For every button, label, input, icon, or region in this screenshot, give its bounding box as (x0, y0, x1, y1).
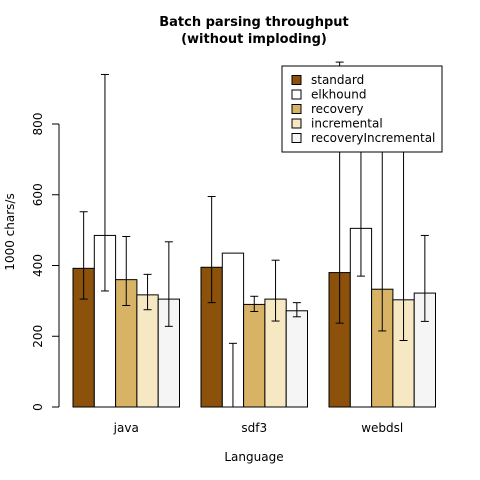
y-tick-label: 800 (31, 113, 45, 136)
x-tick-label: webdsl (361, 421, 403, 435)
error-bar-recoveryIncremental-webdsl (420, 234, 429, 322)
legend-swatch-incremental (291, 118, 302, 129)
bars (72, 227, 437, 408)
legend-label-standard: standard (311, 73, 364, 87)
bar-recoveryIncremental-sdf3 (285, 310, 309, 408)
x-axis-tick-labels: java sdf3 webdsl (113, 421, 404, 435)
error-bar-elkhound-sdf3 (228, 342, 237, 408)
y-tick-label: 400 (31, 254, 45, 277)
legend-label-elkhound: elkhound (311, 88, 366, 102)
error-bar-standard-sdf3 (207, 196, 216, 304)
y-axis-label: 1000 chars/s (3, 193, 17, 270)
error-bar-elkhound-java (100, 73, 109, 292)
chart-title: Batch parsing throughput (159, 15, 349, 30)
x-axis-label: Language (224, 450, 283, 464)
y-tick-label: 0 (31, 403, 45, 411)
legend-label-recovery: recovery (311, 102, 364, 116)
error-bars (79, 61, 429, 408)
legend-swatch-standard (291, 75, 302, 85)
y-tick-label: 200 (31, 325, 45, 348)
error-bar-standard-java (79, 211, 88, 300)
error-bar-incremental-sdf3 (271, 259, 280, 322)
error-bar-recoveryIncremental-java (164, 241, 173, 327)
legend: standardelkhoundrecoveryincrementalrecov… (281, 65, 443, 153)
x-tick-label: sdf3 (241, 421, 267, 435)
x-tick-label: java (113, 421, 139, 435)
bar-recovery-sdf3 (243, 303, 266, 408)
error-bar-recovery-sdf3 (250, 295, 259, 312)
legend-label-incremental: incremental (311, 117, 383, 131)
y-axis-ticks: 0 200 400 600 800 (31, 113, 59, 411)
bar-incremental-java (136, 294, 159, 408)
error-bar-recoveryIncremental-sdf3 (292, 302, 301, 318)
legend-swatch-recoveryIncremental (291, 133, 302, 143)
y-tick-label: 600 (31, 183, 45, 206)
chart-subtitle: (without imploding) (181, 32, 327, 47)
legend-label-recoveryIncremental: recoveryIncremental (311, 131, 435, 145)
legend-swatch-elkhound (291, 89, 302, 100)
legend-box (281, 65, 443, 153)
error-bar-recovery-java (122, 235, 131, 306)
error-bar-incremental-java (143, 273, 152, 311)
legend-swatch-recovery (291, 104, 302, 114)
